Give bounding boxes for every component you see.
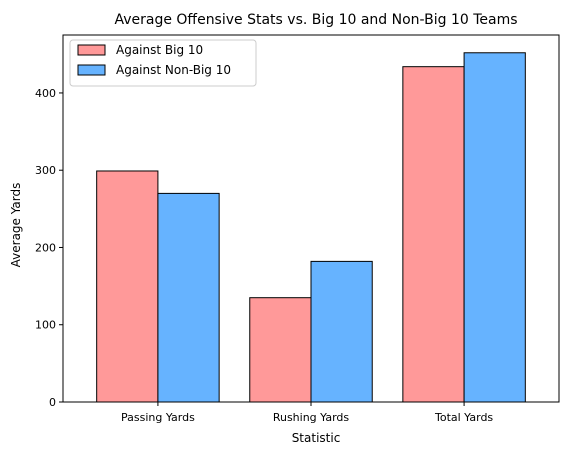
y-tick-label: 200 — [35, 241, 56, 254]
x-tick-label: Rushing Yards — [273, 411, 350, 424]
x-tick-label: Passing Yards — [121, 411, 195, 424]
legend-label: Against Non-Big 10 — [116, 63, 231, 77]
legend-box — [69, 39, 257, 87]
bar-big10-1 — [249, 297, 312, 403]
legend-swatch — [77, 44, 106, 56]
y-axis-label: Average Yards — [9, 183, 23, 268]
y-tick-label: 300 — [35, 164, 56, 177]
x-axis-ticks: Passing Yards Rushing Yards Total Yards — [121, 402, 493, 424]
bars — [96, 52, 526, 403]
legend-swatch — [77, 64, 106, 76]
bar-big10-0 — [96, 170, 159, 403]
chart-title: Average Offensive Stats vs. Big 10 and N… — [114, 12, 517, 28]
bar-non-big10-1 — [310, 260, 373, 403]
y-axis-ticks: 0 100 200 300 400 — [35, 87, 63, 409]
bar-non-big10-2 — [463, 52, 526, 403]
legend-label: Against Big 10 — [116, 43, 203, 57]
x-axis-label: Statistic — [292, 431, 341, 445]
y-tick-label: 100 — [35, 319, 56, 332]
y-tick-label: 0 — [49, 396, 56, 409]
x-tick-label: Total Yards — [434, 411, 493, 424]
legend: Against Big 10 Against Non-Big 10 — [69, 39, 257, 87]
bar-non-big10-0 — [157, 192, 220, 403]
y-tick-label: 400 — [35, 87, 56, 100]
bar-big10-2 — [402, 66, 465, 403]
